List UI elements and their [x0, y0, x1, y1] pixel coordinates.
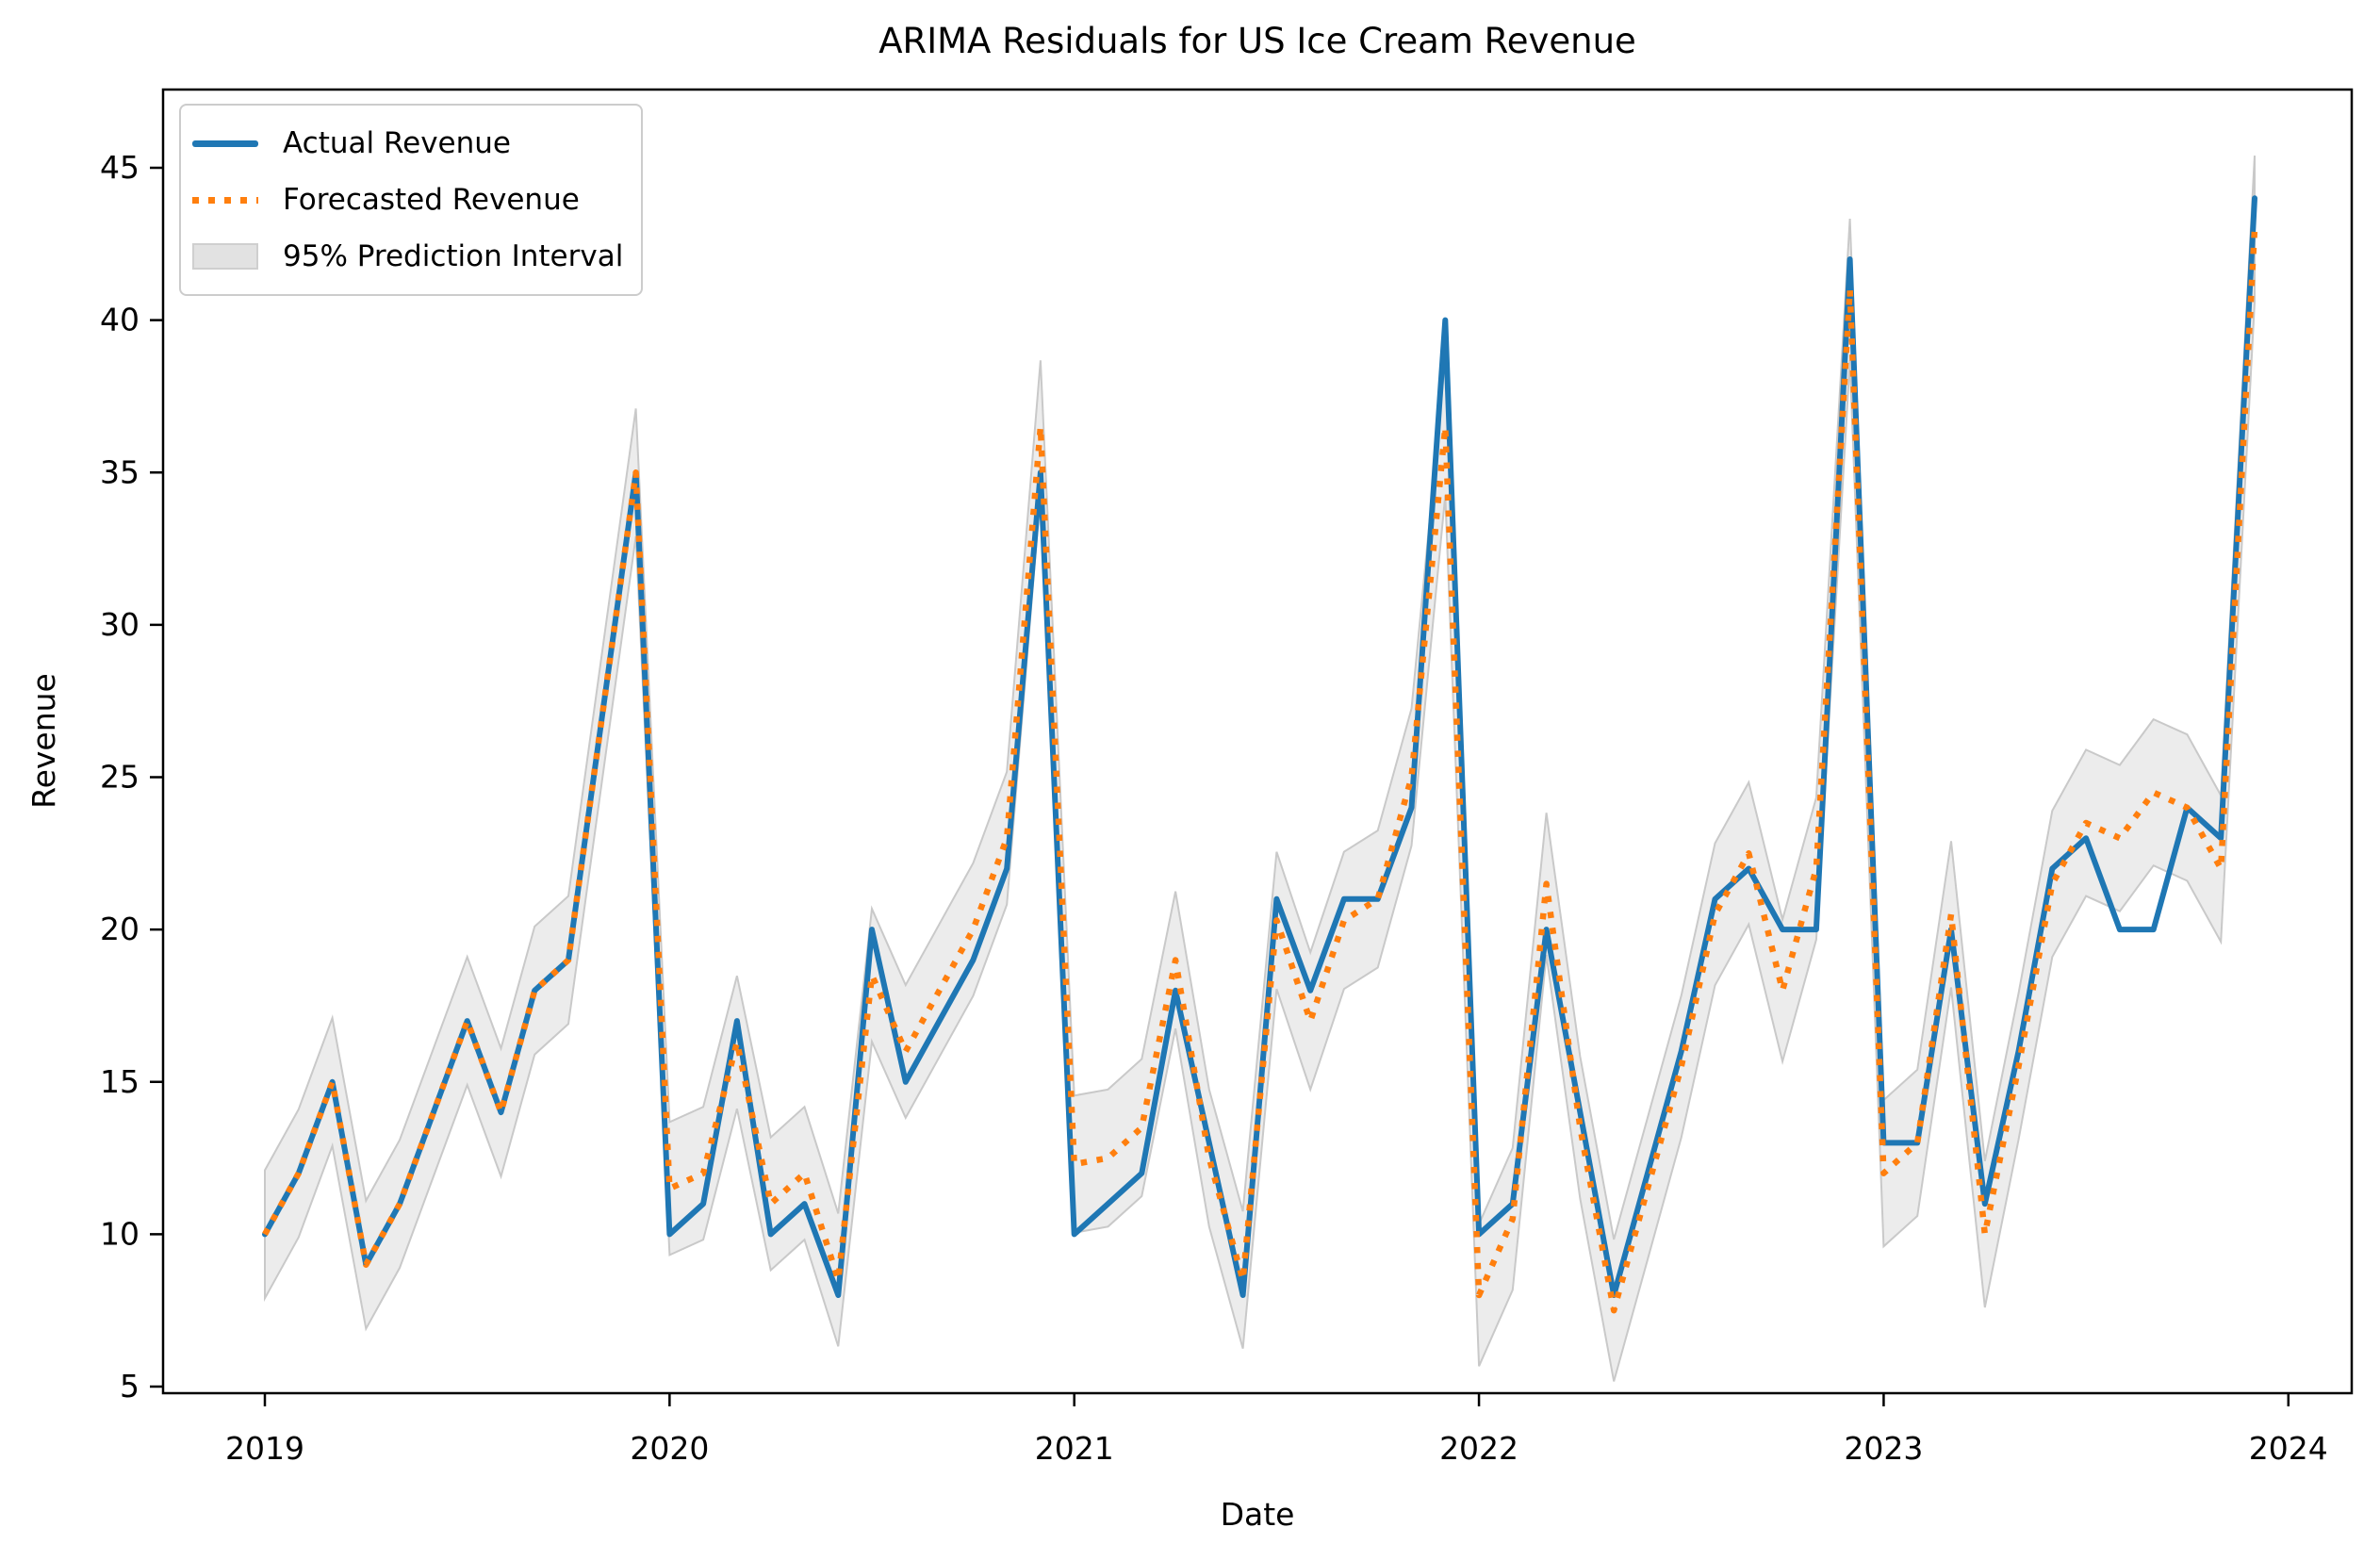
y-axis-ticks: 5 10 15 20 25 30 35 40 45	[100, 149, 163, 1404]
interval-patch-swatch-icon	[192, 243, 258, 270]
x-tick-label: 2020	[630, 1430, 709, 1467]
x-tick-label: 2021	[1035, 1430, 1114, 1467]
y-tick-label: 10	[100, 1215, 140, 1252]
plot-border	[161, 88, 2354, 1395]
x-tick-label: 2022	[1439, 1430, 1518, 1467]
y-tick-label: 5	[120, 1368, 140, 1404]
x-axis-label: Date	[1221, 1496, 1295, 1533]
x-tick-label: 2024	[2249, 1430, 2328, 1467]
forecast-line-swatch-icon	[192, 196, 258, 204]
y-axis-label: Revenue	[25, 673, 62, 809]
x-tick-label: 2023	[1844, 1430, 1923, 1467]
chart-title: ARIMA Residuals for US Ice Cream Revenue	[878, 21, 1636, 61]
y-tick-label: 30	[100, 606, 140, 643]
actual-line-swatch-icon	[192, 140, 258, 147]
x-axis-ticks: 2019 2020 2021 2022 2023 2024	[225, 1393, 2328, 1467]
y-tick-label: 20	[100, 911, 140, 947]
x-tick-label: 2019	[225, 1430, 304, 1467]
y-tick-label: 15	[100, 1063, 140, 1100]
legend-label-interval: 95% Prediction Interval	[283, 239, 624, 273]
y-tick-label: 45	[100, 149, 140, 186]
y-tick-label: 25	[100, 759, 140, 796]
legend-label-actual: Actual Revenue	[283, 126, 511, 160]
legend-label-forecast: Forecasted Revenue	[283, 183, 580, 217]
legend-item-interval: 95% Prediction Interval	[192, 236, 624, 277]
y-tick-label: 35	[100, 453, 140, 490]
legend-item-forecast: Forecasted Revenue	[192, 179, 624, 221]
forecasted-revenue-line	[262, 228, 2258, 1314]
legend-item-actual: Actual Revenue	[192, 123, 624, 164]
prediction-interval-band	[264, 156, 2256, 1382]
legend: Actual Revenue Forecasted Revenue 95% Pr…	[179, 104, 643, 296]
y-tick-label: 40	[100, 302, 140, 338]
